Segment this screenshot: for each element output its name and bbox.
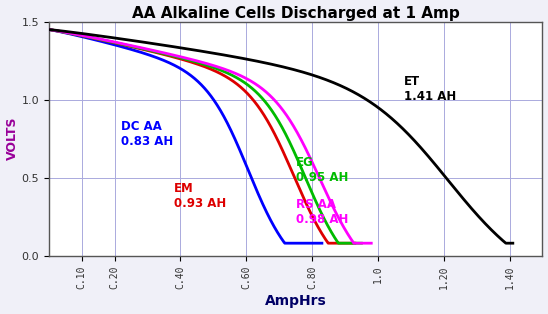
Text: EG
0.95 AH: EG 0.95 AH — [295, 156, 348, 184]
Text: ET
1.41 AH: ET 1.41 AH — [404, 75, 456, 103]
Text: RS AA
0.98 AH: RS AA 0.98 AH — [295, 198, 348, 226]
Text: DC AA
0.83 AH: DC AA 0.83 AH — [121, 120, 173, 148]
Y-axis label: VOLTS: VOLTS — [5, 117, 19, 160]
Title: AA Alkaline Cells Discharged at 1 Amp: AA Alkaline Cells Discharged at 1 Amp — [132, 6, 459, 20]
Text: EM
0.93 AH: EM 0.93 AH — [174, 182, 226, 210]
X-axis label: AmpHrs: AmpHrs — [265, 295, 327, 308]
